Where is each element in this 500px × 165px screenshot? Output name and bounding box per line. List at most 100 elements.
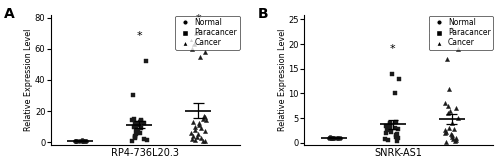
Point: [392, 136, 400, 138]
Point: [334, 137, 342, 139]
Point: [386, 122, 394, 124]
Y-axis label: Relative Expression Level: Relative Expression Level: [278, 29, 287, 131]
Point: [134, 130, 142, 133]
Legend: Normal, Paracancer, Cancer: Normal, Paracancer, Cancer: [176, 16, 240, 50]
Point: [448, 138, 456, 141]
Point: [388, 72, 396, 75]
Point: [382, 124, 390, 127]
Point: [328, 137, 336, 139]
Point: [128, 139, 136, 142]
Point: [202, 140, 209, 143]
Point: [128, 119, 136, 122]
Point: [454, 48, 462, 50]
Point: [334, 137, 342, 139]
Point: [192, 138, 200, 141]
Point: [142, 60, 150, 63]
Point: [190, 121, 198, 123]
Point: [82, 139, 90, 142]
Point: [134, 123, 142, 126]
Point: [190, 128, 198, 131]
Point: [444, 104, 452, 107]
Point: [440, 132, 448, 134]
Point: [134, 124, 141, 126]
Point: [442, 58, 450, 60]
Point: [136, 132, 144, 134]
Point: [451, 140, 459, 143]
Point: [188, 40, 196, 42]
Point: [131, 121, 139, 124]
Point: [448, 134, 456, 137]
Point: [192, 125, 200, 128]
Point: [454, 117, 462, 119]
Point: [137, 118, 145, 121]
Point: [131, 137, 139, 140]
Point: [78, 139, 86, 142]
Point: [200, 114, 208, 117]
Point: [201, 116, 209, 119]
Point: [442, 141, 450, 144]
Text: B: B: [258, 7, 268, 21]
Point: [130, 125, 138, 128]
Point: [450, 128, 458, 130]
Point: [448, 136, 456, 138]
Point: [72, 139, 80, 142]
Point: [188, 48, 196, 50]
Point: [137, 127, 145, 130]
Point: [442, 131, 450, 133]
Point: [393, 133, 401, 135]
Point: [197, 137, 205, 140]
Point: [128, 94, 136, 97]
Point: [392, 121, 400, 123]
Text: *: *: [390, 44, 396, 54]
Y-axis label: Relative Expression Level: Relative Expression Level: [24, 29, 34, 131]
Point: [130, 117, 138, 120]
Point: [446, 109, 454, 112]
Point: [444, 112, 452, 115]
Point: [194, 136, 202, 139]
Point: [328, 137, 336, 139]
Point: [386, 123, 394, 125]
Point: [391, 92, 399, 95]
Legend: Normal, Paracancer, Cancer: Normal, Paracancer, Cancer: [429, 16, 493, 50]
Point: [188, 135, 196, 137]
Point: [452, 137, 460, 139]
Point: [190, 43, 198, 45]
Point: [75, 139, 83, 142]
Point: [386, 126, 394, 128]
Point: [448, 122, 456, 124]
Point: [325, 137, 333, 139]
Point: [132, 125, 140, 127]
Point: [394, 137, 402, 139]
Point: [72, 139, 80, 142]
Point: [81, 139, 89, 142]
Point: [445, 127, 453, 129]
Point: [198, 117, 206, 120]
Point: [390, 127, 398, 129]
Point: [386, 131, 394, 133]
Point: [330, 137, 338, 140]
Point: [442, 102, 450, 105]
Point: [130, 135, 138, 137]
Point: [194, 124, 202, 126]
Point: [444, 87, 452, 90]
Point: [192, 32, 200, 34]
Point: [392, 134, 400, 137]
Point: [327, 137, 335, 139]
Point: [202, 119, 209, 122]
Point: [130, 136, 138, 139]
Text: A: A: [4, 7, 14, 21]
Point: [199, 139, 207, 142]
Point: [452, 139, 460, 142]
Point: [446, 133, 454, 135]
Point: [201, 51, 209, 53]
Point: [140, 138, 148, 140]
Point: [395, 77, 403, 80]
Point: [132, 128, 140, 131]
Point: [136, 121, 143, 123]
Point: [79, 139, 87, 142]
X-axis label: RP4-736L20.3: RP4-736L20.3: [112, 148, 180, 158]
Point: [137, 120, 145, 122]
Point: [382, 138, 390, 140]
Point: [394, 128, 402, 130]
Point: [142, 138, 150, 141]
